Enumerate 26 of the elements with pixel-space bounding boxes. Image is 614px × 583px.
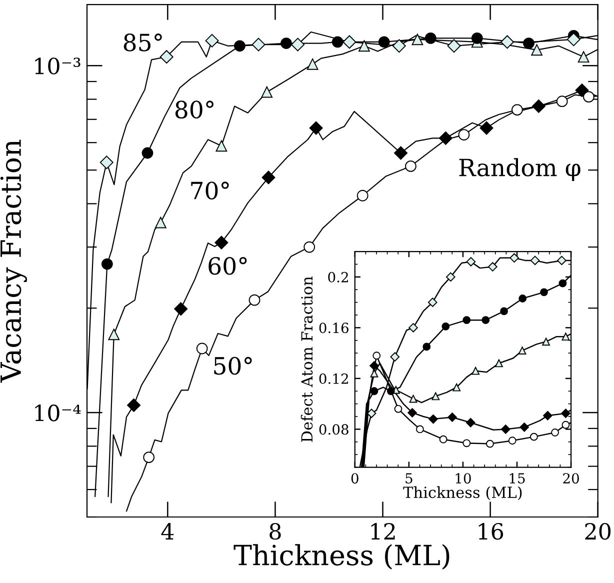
x-tick-label: 12	[371, 522, 395, 540]
x-tick-label: 0	[351, 473, 358, 484]
y-tick-label: 0.16	[319, 322, 348, 334]
x-tick-label: 10	[456, 473, 471, 484]
y-tick-label: 0.2	[328, 272, 348, 282]
x-axis-title: Thickness (ML)	[403, 486, 522, 500]
x-tick-label: 16	[478, 522, 504, 540]
x-axis-title: Thickness (ML)	[234, 544, 450, 570]
y-tick-label: 0.08	[319, 424, 348, 435]
y-tick-label: 10⁻³	[35, 58, 80, 74]
x-tick-label: 20	[563, 473, 579, 484]
annotation: 80°	[175, 100, 214, 118]
y-axis-title: Vacancy Fraction	[0, 140, 27, 383]
annotation: 70°	[191, 182, 229, 200]
y-tick-label: 10⁻⁴	[35, 404, 81, 422]
x-tick-label: 5	[406, 473, 412, 484]
annotation: 60°	[208, 256, 247, 275]
annotation: 50°	[214, 356, 252, 375]
x-tick-label: 20	[585, 522, 611, 540]
annotation: Random φ	[459, 158, 580, 181]
y-tick-label: 0.12	[319, 373, 348, 384]
annotation: 85°	[124, 34, 162, 52]
x-tick-label: 8	[270, 522, 281, 540]
x-tick-label: 4	[161, 522, 174, 540]
x-tick-label: 15	[510, 473, 525, 484]
y-axis-title: Defect Atom Fraction	[300, 276, 313, 442]
